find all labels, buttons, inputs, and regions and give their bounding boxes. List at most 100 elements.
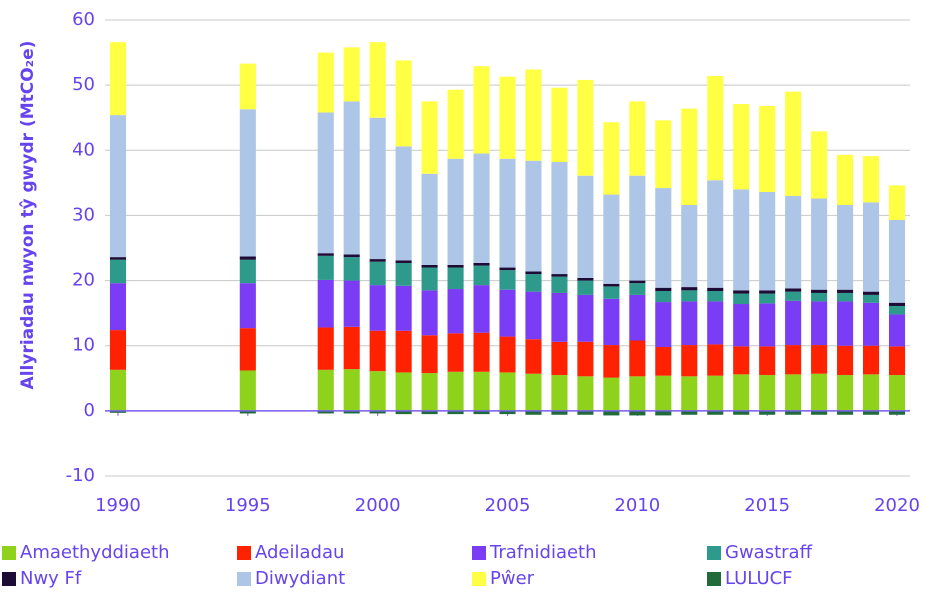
bar-segment: [109, 410, 127, 413]
bar-segment: [629, 283, 646, 295]
bar-segment: [395, 330, 412, 373]
x-tick-label: 2005: [485, 495, 531, 516]
bar-segment: [239, 283, 256, 329]
bar-segment: [421, 173, 438, 265]
bar-segment: [395, 262, 412, 286]
legend-swatch: [2, 546, 16, 560]
legend-label: Trafnidiaeth: [489, 542, 597, 563]
bar-segment: [629, 280, 646, 284]
bar-segment: [888, 314, 906, 347]
bar-segment: [811, 301, 828, 346]
bar-segment: [785, 291, 802, 301]
legend-swatch: [472, 572, 486, 586]
bar-segment: [525, 274, 542, 292]
bar-segment: [733, 189, 750, 291]
bar-segment: [447, 289, 464, 334]
bar-segment: [447, 267, 464, 290]
bar-segment: [811, 345, 828, 374]
bar-segment: [369, 117, 386, 260]
bar-segment: [525, 69, 542, 161]
bar-segment: [447, 158, 464, 265]
bar-segment: [577, 277, 594, 281]
bar-segment: [551, 292, 568, 342]
bar-segment: [707, 344, 724, 376]
bar-segment: [499, 372, 516, 411]
bar-segment: [447, 89, 464, 159]
y-tick-label: 10: [72, 335, 95, 356]
bar-segment: [369, 410, 386, 414]
bar-segment: [447, 333, 464, 372]
bar-segment: [317, 410, 334, 414]
y-tick-label: 20: [72, 270, 95, 291]
bar-segment: [681, 376, 698, 411]
bar-segment: [837, 205, 854, 290]
bar-segment: [862, 156, 880, 203]
bar-segment: [421, 335, 438, 374]
bar-segment: [707, 410, 724, 415]
bar-segment: [577, 294, 594, 342]
bar-segment: [109, 42, 127, 116]
bar-segment: [759, 293, 776, 304]
bar-segment: [603, 410, 620, 416]
legend-label: LULUCF: [725, 568, 793, 589]
legend-swatch: [472, 546, 486, 560]
bar-segment: [525, 373, 542, 411]
legend-label: Diwydiant: [255, 568, 345, 589]
bar-segment: [577, 175, 594, 278]
bar-segment: [759, 375, 776, 411]
bar-segment: [317, 369, 334, 411]
bar-segment: [551, 341, 568, 376]
bar-segment: [473, 153, 490, 263]
bar-segment: [759, 290, 776, 294]
x-tick-label: 2020: [874, 495, 920, 516]
legend-swatch: [2, 572, 16, 586]
y-tick-label: 40: [72, 139, 95, 160]
bar-segment: [317, 255, 334, 280]
bar-segment: [343, 101, 360, 255]
bar-segment: [629, 340, 646, 377]
bar-segment: [447, 371, 464, 411]
bar-segment: [655, 347, 672, 376]
bar-segment: [888, 305, 906, 315]
bar-segment: [785, 300, 802, 346]
bar-segment: [239, 109, 256, 257]
bar-segment: [499, 267, 516, 271]
y-tick-label: 30: [72, 204, 95, 225]
bar-segment: [888, 410, 906, 415]
bar-segment: [317, 52, 334, 113]
bar-segment: [499, 289, 516, 337]
bar-segment: [681, 345, 698, 377]
x-tick-label: 2015: [744, 495, 790, 516]
bar-segment: [785, 345, 802, 375]
bar-segment: [603, 122, 620, 195]
bar-segment: [395, 60, 412, 147]
bar-segment: [707, 180, 724, 288]
bar-segment: [888, 185, 906, 220]
bar-segment: [603, 286, 620, 299]
bar-segment: [421, 264, 438, 268]
bar-segment: [707, 375, 724, 411]
bar-segment: [551, 87, 568, 163]
bar-segment: [862, 302, 880, 346]
bar-segment: [681, 287, 698, 291]
bar-segment: [421, 373, 438, 411]
bar-segment: [525, 291, 542, 340]
bar-segment: [395, 260, 412, 263]
bar-segment: [343, 326, 360, 370]
y-tick-label: 0: [84, 400, 95, 421]
bar-segment: [655, 290, 672, 303]
bar-segment: [733, 290, 750, 294]
bar-segment: [733, 104, 750, 190]
bar-segment: [551, 410, 568, 415]
y-tick-label: 50: [72, 74, 95, 95]
bar-segment: [421, 290, 438, 336]
bar-segment: [551, 276, 568, 293]
bar-segment: [317, 327, 334, 370]
bar-segment: [525, 410, 542, 415]
bar-segment: [109, 283, 127, 331]
legend-swatch: [237, 572, 251, 586]
bar-segment: [343, 280, 360, 327]
x-tick-label: 2010: [614, 495, 660, 516]
bar-segment: [629, 294, 646, 341]
